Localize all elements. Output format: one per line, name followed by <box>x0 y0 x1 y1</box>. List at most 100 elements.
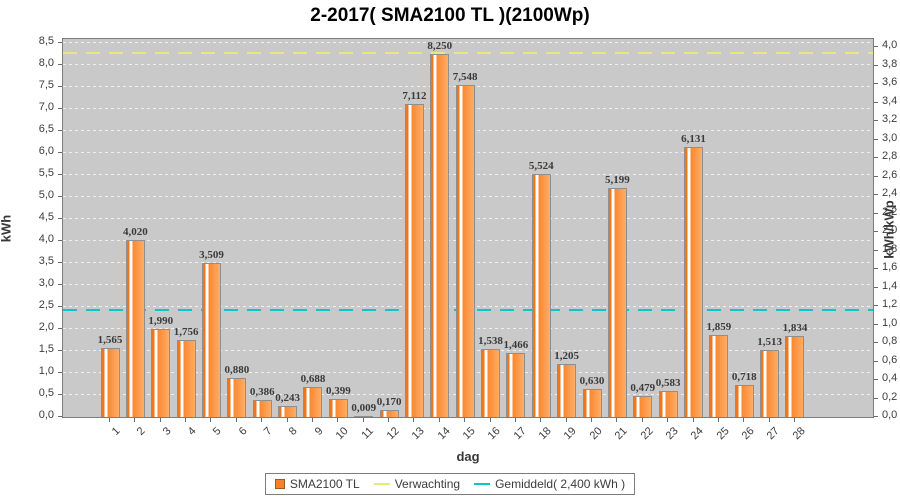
legend-item-verwachting: Verwachting <box>373 477 461 491</box>
right-axis-tick <box>874 305 878 307</box>
x-tick-label: 24 <box>688 425 706 443</box>
left-tick-label: 4,5 <box>38 210 54 223</box>
legend-label-verwachting: Verwachting <box>394 477 461 491</box>
right-axis-tick <box>874 101 878 103</box>
left-axis-tick <box>58 305 62 307</box>
bar-value-label: 0,479 <box>630 381 656 394</box>
x-axis-tick <box>413 418 415 422</box>
bar-value-label: 0,718 <box>731 371 757 384</box>
x-axis-tick <box>337 418 339 422</box>
bar-swatch-icon <box>274 479 285 489</box>
x-tick-label: 19 <box>561 425 580 443</box>
x-axis-tick <box>591 418 593 422</box>
x-axis-tick <box>185 418 187 422</box>
x-tick-label: 7 <box>261 425 275 438</box>
right-axis-tick <box>874 175 878 177</box>
bar-day-11 <box>354 416 374 417</box>
x-tick-label: 23 <box>663 425 681 443</box>
x-axis-tick <box>235 418 237 422</box>
left-tick-label: 5,0 <box>38 188 54 201</box>
right-tick-label: 0,6 <box>882 353 898 366</box>
right-tick-label: 2,2 <box>882 205 898 218</box>
left-tick-label: 4,0 <box>38 232 54 245</box>
bar-day-3 <box>151 329 171 417</box>
left-axis-tick <box>58 85 62 87</box>
x-tick-label: 13 <box>409 425 427 443</box>
bar-value-label: 1,466 <box>503 338 529 351</box>
x-axis-tick <box>641 418 643 422</box>
bar-value-label: 1,756 <box>173 325 199 338</box>
bar-value-label: 8,250 <box>427 39 453 52</box>
bar-day-20 <box>582 389 602 417</box>
right-tick-label: 1,4 <box>882 279 898 292</box>
left-tick-label: 8,5 <box>38 34 54 47</box>
x-tick-label: 15 <box>460 425 478 443</box>
bar-day-26 <box>734 385 754 417</box>
bar-day-1 <box>100 348 120 417</box>
left-axis-tick <box>58 349 62 351</box>
right-axis-tick <box>874 46 878 48</box>
bar-day-5 <box>201 262 221 417</box>
bar-value-label: 0,399 <box>325 385 351 398</box>
right-axis-tick <box>874 286 878 288</box>
x-axis-tick <box>692 418 694 422</box>
legend-wrap: SMA2100 TL Verwachting Gemiddeld( 2,400 … <box>0 473 900 495</box>
bar-value-label: 5,199 <box>605 174 630 187</box>
x-axis-tick <box>388 418 390 422</box>
bar-day-6 <box>227 378 247 417</box>
x-tick-label: 9 <box>312 425 326 438</box>
bar-day-19 <box>557 363 577 417</box>
bar-day-21 <box>607 188 627 417</box>
right-axis-tick <box>874 157 878 159</box>
x-axis-tick <box>667 418 669 422</box>
left-tick-label: 5,5 <box>38 166 54 179</box>
bar-value-label: 7,548 <box>452 70 478 83</box>
bar-day-17 <box>506 352 526 417</box>
bar-value-label: 0,630 <box>579 375 605 388</box>
right-tick-label: 1,8 <box>882 242 898 255</box>
plot-area: 1,565 4,020 1,990 1,756 3,509 0,880 0,386 0,243… <box>62 38 874 418</box>
bar-day-23 <box>658 391 678 417</box>
x-tick-label: 20 <box>587 425 605 443</box>
x-tick-label: 28 <box>790 425 808 443</box>
left-axis-tick <box>58 239 62 241</box>
x-tick-label: 12 <box>384 425 402 443</box>
x-axis-tick <box>159 418 161 422</box>
left-tick-label: 3,5 <box>38 254 54 267</box>
left-tick-label: 7,0 <box>38 100 54 113</box>
right-axis-tick <box>874 360 878 362</box>
bar-day-4 <box>176 339 196 417</box>
bar-day-18 <box>531 173 551 417</box>
right-tick-label: 4,0 <box>882 39 898 52</box>
bar-day-24 <box>684 147 703 417</box>
x-tick-label: 1 <box>109 425 123 438</box>
bar-value-label: 1,538 <box>478 335 503 348</box>
bar-value-label: 4,020 <box>122 226 148 239</box>
right-tick-label: 1,0 <box>882 316 898 329</box>
right-axis-tick <box>874 416 878 417</box>
x-axis-tick <box>514 418 516 422</box>
right-axis-tick <box>874 397 878 399</box>
bar-day-27 <box>760 350 780 417</box>
left-axis-tick <box>58 195 62 197</box>
left-tick-label: 0,5 <box>38 386 54 399</box>
x-tick-label: 21 <box>612 425 630 443</box>
left-tick-label: 2,5 <box>38 298 54 311</box>
left-axis-title: kWh <box>0 214 14 243</box>
bar-value-label: 1,859 <box>706 321 732 334</box>
legend-item-gemiddeld: Gemiddeld( 2,400 kWh ) <box>474 477 625 491</box>
x-tick-label: 2 <box>135 425 148 438</box>
x-axis-tick <box>793 418 795 422</box>
bar-value-label: 0,009 <box>351 402 377 414</box>
right-axis-tick <box>874 212 878 214</box>
x-tick-label: 22 <box>638 425 656 443</box>
gridline <box>63 41 873 43</box>
right-axis-tick <box>874 194 878 196</box>
x-axis-tick <box>717 418 719 422</box>
bar-day-14 <box>430 53 450 417</box>
left-tick-label: 1,5 <box>38 342 54 355</box>
bar-value-label: 1,513 <box>757 336 782 349</box>
right-tick-label: 3,2 <box>882 113 898 126</box>
right-tick-label: 2,8 <box>882 150 898 163</box>
bar-value-label: 0,688 <box>300 372 326 385</box>
